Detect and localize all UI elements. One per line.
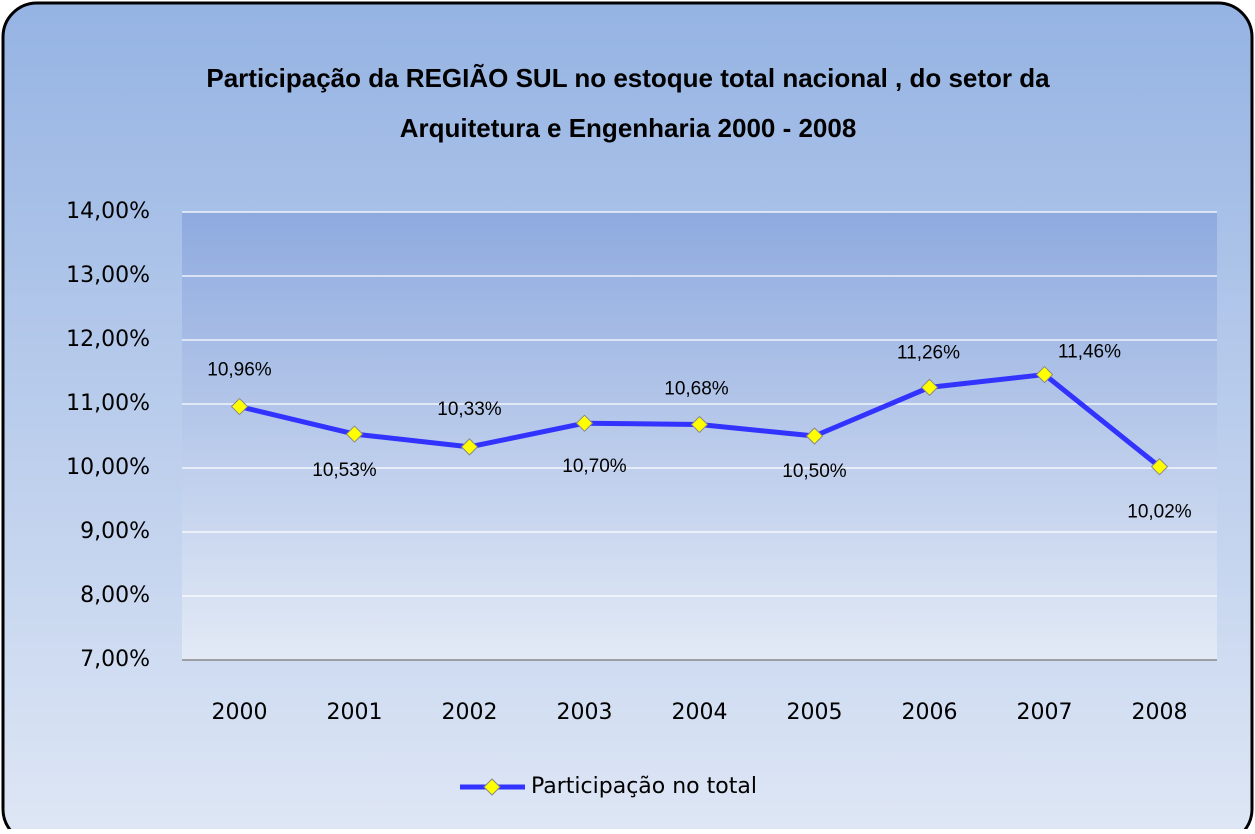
x-tick-label: 2000 bbox=[212, 700, 268, 725]
marker bbox=[920, 378, 939, 397]
marker bbox=[805, 427, 824, 445]
marker bbox=[1035, 365, 1054, 384]
x-tick-label: 2008 bbox=[1132, 700, 1188, 725]
x-tick-label: 2001 bbox=[327, 700, 383, 725]
data-label: 10,53% bbox=[312, 460, 377, 481]
y-tick-label: 7,00% bbox=[80, 647, 150, 672]
marker bbox=[230, 397, 249, 416]
y-tick-label: 9,00% bbox=[80, 519, 150, 544]
legend-label: Participação no total bbox=[531, 774, 757, 799]
marker bbox=[1150, 458, 1169, 476]
x-tick-label: 2006 bbox=[902, 700, 958, 725]
legend-marker bbox=[483, 778, 501, 796]
data-label: 10,96% bbox=[207, 360, 272, 381]
marker bbox=[575, 414, 594, 432]
data-label: 11,26% bbox=[897, 342, 960, 363]
y-tick-label: 13,00% bbox=[66, 263, 150, 288]
data-label: 10,02% bbox=[1127, 502, 1192, 523]
data-label: 10,33% bbox=[437, 399, 502, 420]
y-tick-label: 8,00% bbox=[80, 583, 150, 608]
chart-title: Arquitetura e Engenharia 2000 - 2008 bbox=[400, 113, 857, 143]
marker bbox=[460, 438, 479, 456]
data-label: 10,68% bbox=[664, 378, 729, 399]
x-tick-label: 2004 bbox=[672, 700, 728, 725]
x-tick-label: 2007 bbox=[1017, 700, 1073, 725]
x-tick-label: 2005 bbox=[787, 700, 843, 725]
data-label: 10,70% bbox=[562, 456, 627, 477]
y-tick-label: 12,00% bbox=[66, 327, 150, 352]
y-tick-label: 10,00% bbox=[66, 455, 150, 480]
marker bbox=[345, 425, 364, 443]
marker bbox=[690, 415, 709, 434]
data-label: 11,46% bbox=[1058, 342, 1121, 363]
x-tick-label: 2003 bbox=[557, 700, 613, 725]
data-label: 10,50% bbox=[782, 461, 847, 482]
y-tick-label: 14,00% bbox=[66, 199, 150, 224]
plot-area bbox=[182, 212, 1217, 660]
chart-title: Participação da REGIÃO SUL no estoque to… bbox=[206, 63, 1050, 93]
x-tick-label: 2002 bbox=[442, 700, 498, 725]
y-tick-label: 11,00% bbox=[66, 391, 150, 416]
